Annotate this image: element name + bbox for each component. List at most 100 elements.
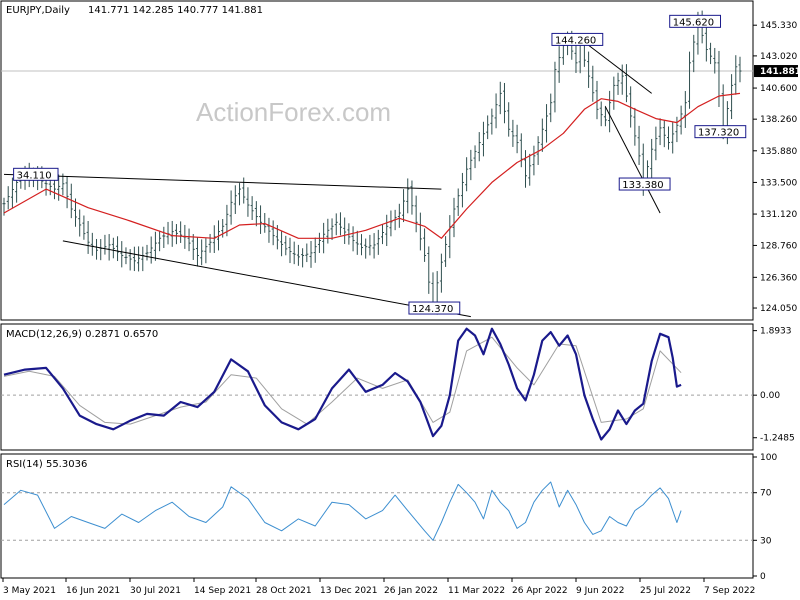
- price-bar: [78, 209, 82, 237]
- price-bar: [246, 187, 250, 217]
- rsi-tick-label: 100: [760, 453, 777, 463]
- price-bar: [734, 55, 738, 95]
- price-tick-label: 133.500: [760, 178, 797, 188]
- price-bar: [624, 64, 628, 103]
- svg-text:34.110: 34.110: [17, 170, 52, 181]
- price-bar: [414, 195, 418, 233]
- price-bar: [532, 145, 536, 176]
- macd-label: MACD(12,26,9) 0.2871 0.6570: [6, 329, 158, 340]
- price-bar: [86, 220, 90, 254]
- price-bar: [389, 210, 393, 237]
- price-annotation: 137.320: [694, 125, 747, 139]
- price-bar: [284, 235, 288, 256]
- last-price-box: [754, 65, 798, 78]
- price-bar: [423, 228, 427, 262]
- price-bar: [498, 81, 502, 115]
- price-bar: [385, 214, 389, 247]
- price-bar: [620, 64, 624, 95]
- moving-average-line: [3, 92, 741, 239]
- price-bar: [427, 246, 431, 294]
- price-bar: [502, 82, 506, 124]
- price-bar: [654, 126, 658, 161]
- price-bar: [212, 225, 216, 253]
- price-bar: [662, 120, 666, 148]
- price-bar: [111, 237, 115, 259]
- price-bar: [73, 198, 77, 227]
- x-tick-label: 13 Dec 2021: [320, 586, 378, 596]
- trendline: [604, 106, 661, 214]
- price-bar: [6, 186, 10, 210]
- x-tick-label: 9 Jun 2022: [576, 586, 624, 596]
- price-bar: [553, 61, 557, 113]
- price-bar: [351, 226, 355, 252]
- price-bar: [233, 185, 237, 214]
- price-bar: [376, 229, 380, 255]
- price-bar: [271, 220, 275, 246]
- price-bar: [57, 174, 61, 201]
- macd-tick-label: -1.2485: [760, 434, 795, 444]
- price-bar: [132, 246, 136, 272]
- price-bar: [549, 93, 553, 123]
- price-bar: [650, 138, 654, 181]
- price-bar: [309, 241, 313, 268]
- price-bar: [675, 116, 679, 143]
- price-bar: [280, 230, 284, 257]
- price-bar: [330, 218, 334, 240]
- rsi-label: RSI(14) 55.3036: [6, 459, 87, 470]
- price-bar: [338, 212, 342, 236]
- price-tick-label: 140.600: [760, 84, 797, 94]
- price-bar: [709, 42, 713, 65]
- price-bar: [124, 247, 128, 265]
- price-bar: [137, 246, 141, 272]
- price-bar: [692, 34, 696, 73]
- price-bar: [444, 236, 448, 267]
- price-bar: [557, 46, 561, 83]
- price-bar: [179, 221, 183, 243]
- chart-title-ohlc: 141.771 142.285 140.777 141.881: [88, 5, 263, 16]
- price-tick-label: 131.120: [760, 210, 797, 220]
- price-bar: [599, 101, 603, 127]
- price-bar: [200, 239, 204, 266]
- price-tick-label: 138.260: [760, 115, 797, 125]
- price-bar: [738, 56, 742, 83]
- price-bar: [595, 80, 599, 120]
- price-bar: [574, 41, 578, 74]
- price-bar: [359, 234, 363, 256]
- price-bar: [267, 217, 271, 243]
- svg-text:124.370: 124.370: [412, 304, 453, 315]
- price-bar: [616, 72, 620, 95]
- price-bar: [313, 237, 317, 263]
- price-tick-label: 126.360: [760, 273, 797, 283]
- price-bar: [494, 93, 498, 129]
- x-tick-label: 3 May 2021: [3, 586, 56, 596]
- price-bar: [536, 136, 540, 165]
- price-bar: [713, 47, 717, 74]
- price-bar: [195, 237, 199, 267]
- price-annotation: 133.380: [618, 177, 671, 191]
- price-bar: [128, 249, 132, 271]
- price-bar: [704, 22, 708, 62]
- price-bar: [317, 232, 321, 253]
- price-bar: [343, 217, 347, 245]
- price-bar: [162, 226, 166, 248]
- price-bar: [587, 51, 591, 88]
- price-bar: [637, 125, 641, 165]
- price-bar: [229, 190, 233, 225]
- price-annotation: 34.110: [13, 167, 59, 181]
- svg-text:133.380: 133.380: [622, 180, 663, 191]
- rsi-tick-label: 70: [760, 489, 772, 499]
- trendline: [62, 240, 471, 318]
- svg-text:144.260: 144.260: [555, 35, 596, 46]
- macd-panel-frame: [0, 323, 754, 451]
- x-tick-label: 11 Mar 2022: [448, 586, 505, 596]
- price-bar: [540, 118, 544, 152]
- price-bar: [507, 102, 511, 137]
- price-tick-label: 135.880: [760, 147, 797, 157]
- price-bar: [254, 201, 258, 227]
- svg-text:137.320: 137.320: [698, 128, 739, 139]
- price-bar: [187, 228, 191, 252]
- trendline: [3, 173, 442, 190]
- price-bar: [473, 145, 477, 169]
- price-bar: [326, 218, 330, 244]
- price-bar: [410, 180, 414, 215]
